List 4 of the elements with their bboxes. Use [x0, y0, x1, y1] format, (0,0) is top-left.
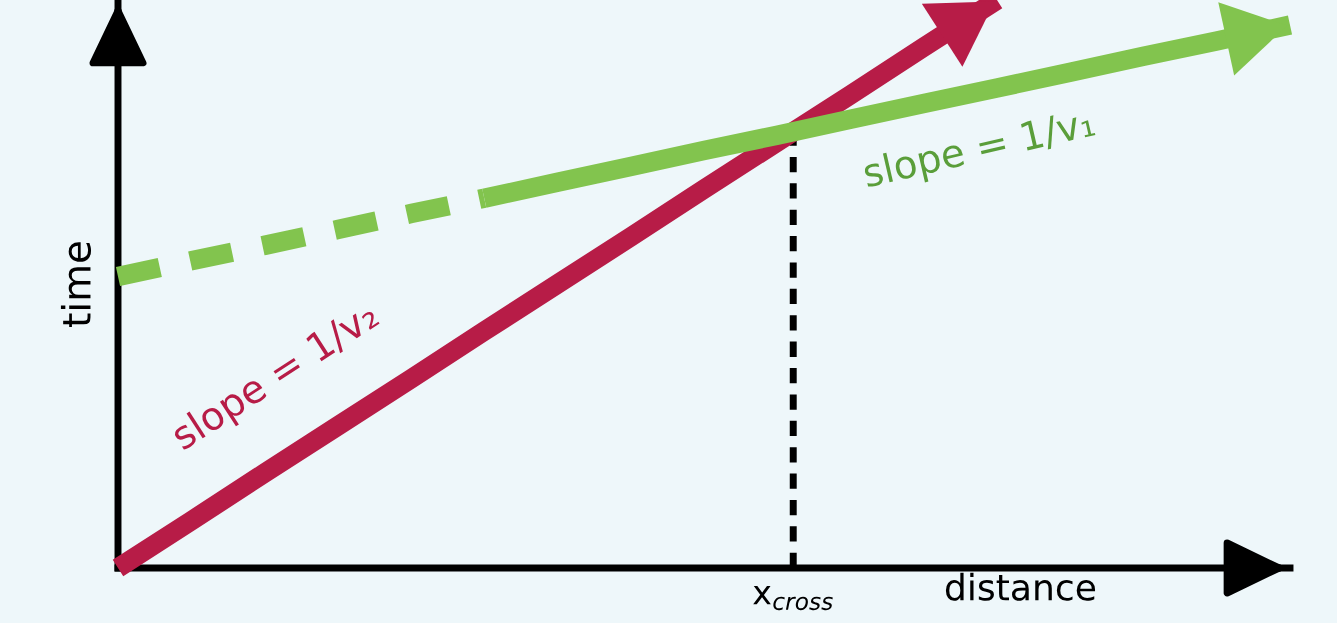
- y-axis-title: time: [60, 242, 92, 327]
- annotation: slope = 1/v₁: [861, 105, 1098, 196]
- x-axis-title: distance: [945, 572, 1096, 601]
- text: x$_{cross}$: [753, 586, 833, 611]
